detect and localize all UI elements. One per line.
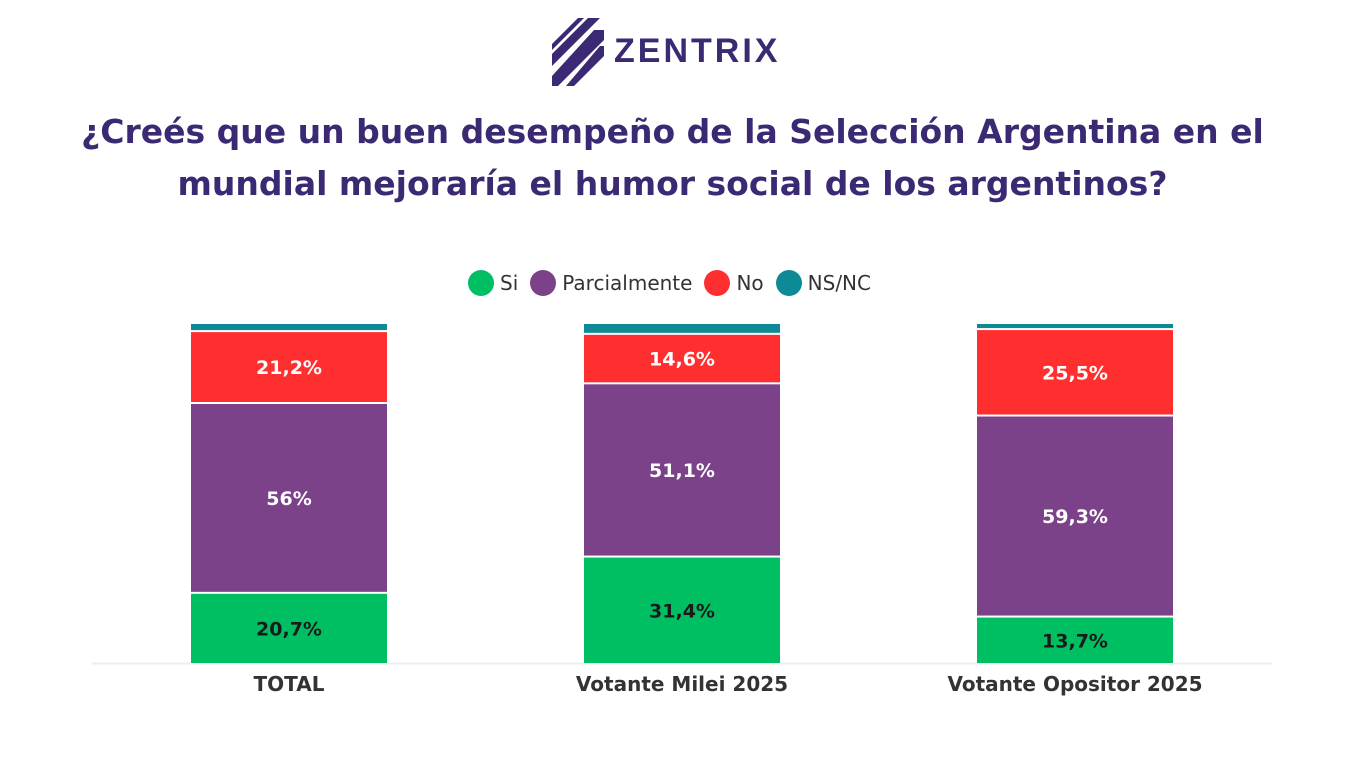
legend-label-parcialmente: Parcialmente	[562, 271, 693, 295]
data-label-si-2: 13,7%	[1042, 630, 1108, 652]
bar-segment-parcialmente-1	[584, 384, 780, 556]
data-label-no-2: 25,5%	[1042, 362, 1108, 384]
bar-segment-si-2	[977, 617, 1173, 663]
brand-logo: ZENTRIX	[548, 14, 780, 88]
legend-label-no: No	[736, 271, 764, 295]
title-line-2: mundial mejoraría el humor social de los…	[177, 164, 1168, 203]
legend-item-si: Si	[468, 270, 518, 296]
chart-legend: Si Parcialmente No NS/NC	[0, 270, 1345, 296]
data-label-si-1: 31,4%	[649, 600, 715, 622]
legend-item-parcialmente: Parcialmente	[530, 270, 692, 296]
title-line-1: ¿Creés que un buen desempeño de la Selec…	[81, 112, 1264, 151]
bar-segment-no-0	[191, 332, 387, 402]
bar-segment-no-1	[584, 334, 780, 383]
data-label-si-0: 20,7%	[256, 618, 322, 640]
legend-item-nsnc: NS/NC	[775, 270, 871, 296]
x-tick-label-2: Votante Opositor 2025	[947, 672, 1202, 696]
bar-segment-no-2	[977, 330, 1173, 415]
data-label-parcialmente-2: 59,3%	[1042, 506, 1108, 528]
bar-segment-nsnc-2	[977, 324, 1173, 329]
legend-label-nsnc: NS/NC	[807, 271, 871, 295]
legend-swatch-si	[468, 270, 494, 296]
zentrix-logo-icon	[552, 18, 604, 86]
x-tick-label-1: Votante Milei 2025	[576, 672, 788, 696]
data-label-no-1: 14,6%	[649, 349, 715, 371]
data-label-parcialmente-1: 51,1%	[649, 460, 715, 482]
legend-swatch-no	[704, 270, 731, 296]
legend-item-no: No	[704, 270, 764, 296]
legend-swatch-parcialmente	[530, 270, 557, 296]
bar-segment-nsnc-1	[584, 324, 780, 333]
x-tick-label-0: TOTAL	[254, 672, 325, 696]
bar-segment-nsnc-0	[191, 324, 387, 331]
data-label-parcialmente-0: 56%	[266, 488, 311, 510]
bar-segment-parcialmente-0	[191, 403, 387, 592]
bar-segment-parcialmente-2	[977, 416, 1173, 616]
legend-swatch-nsnc	[775, 270, 802, 296]
legend-label-si: Si	[500, 271, 519, 295]
chart-title: ¿Creés que un buen desempeño de la Selec…	[0, 106, 1345, 210]
bar-segment-si-0	[191, 593, 387, 663]
brand-name: ZENTRIX	[614, 31, 781, 70]
bar-segment-si-1	[584, 557, 780, 663]
data-label-no-0: 21,2%	[256, 357, 322, 379]
